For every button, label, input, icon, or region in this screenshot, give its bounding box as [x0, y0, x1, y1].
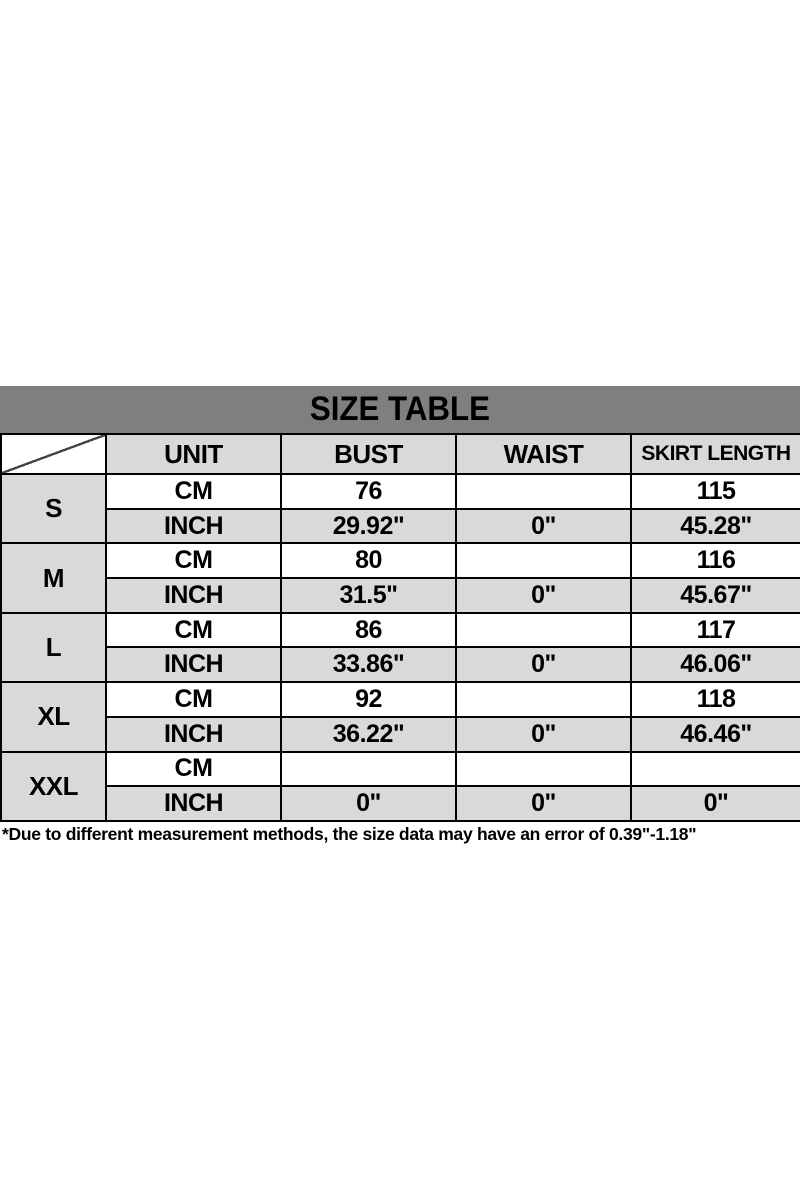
column-header-unit: UNIT — [105, 433, 282, 475]
unit-cell-inch: INCH — [105, 577, 282, 614]
skirt-length-inch-value: 45.67" — [630, 577, 800, 614]
skirt-length-cm-value: 118 — [630, 681, 800, 718]
bust-inch-value: 33.86" — [280, 646, 457, 684]
corner-diagonal-cell — [0, 433, 107, 475]
unit-cell-cm: CM — [105, 750, 282, 788]
skirt-length-inch-value: 0" — [630, 785, 800, 822]
measurement-footnote: *Due to different measurement methods, t… — [2, 823, 697, 844]
size-table-title-bar: SIZE TABLE — [0, 386, 800, 433]
table-row-m-inch: INCH 31.5" 0" 45.67" — [1, 577, 800, 614]
column-header-bust: BUST — [280, 433, 457, 475]
table-row-m-cm: M CM 80 116 — [0, 542, 800, 614]
bust-cm-value: 80 — [280, 542, 457, 580]
unit-cell-inch: INCH — [105, 785, 282, 822]
unit-cell-inch: INCH — [105, 507, 282, 545]
column-header-waist: WAIST — [455, 433, 632, 475]
waist-cm-value — [455, 611, 632, 649]
waist-cm-value — [455, 750, 632, 788]
size-chart: SIZE TABLE UNIT BUST WAIST SKIRT LENGTH … — [0, 386, 800, 845]
unit-cell-inch: INCH — [105, 715, 282, 753]
bust-inch-value: 0" — [280, 785, 457, 822]
header-row: UNIT BUST WAIST SKIRT LENGTH — [0, 433, 800, 475]
size-label-l: L — [0, 611, 107, 684]
skirt-length-cm-value — [630, 750, 800, 788]
unit-cell-cm: CM — [105, 473, 282, 510]
bust-inch-value: 31.5" — [280, 577, 457, 614]
skirt-length-cm-value: 115 — [630, 473, 800, 510]
waist-cm-value — [455, 542, 632, 580]
table-row-xxl-cm: XXL CM — [0, 750, 800, 822]
size-table-title: SIZE TABLE — [309, 390, 491, 428]
skirt-length-cm-value: 117 — [630, 611, 800, 649]
column-header-skirt-length: SKIRT LENGTH — [630, 433, 800, 475]
table-row-s-cm: S CM 76 115 — [0, 472, 800, 545]
waist-inch-value: 0" — [455, 646, 632, 684]
size-label-s: S — [0, 472, 107, 545]
table-row-l-inch: INCH 33.86" 0" 46.06" — [1, 646, 800, 684]
table-row-xxl-inch: INCH 0" 0" 0" — [1, 785, 800, 822]
skirt-length-cm-value: 116 — [630, 542, 800, 580]
waist-inch-value: 0" — [455, 715, 632, 753]
unit-cell-cm: CM — [105, 611, 282, 649]
bust-cm-value: 76 — [280, 473, 457, 510]
size-table: UNIT BUST WAIST SKIRT LENGTH S CM 76 115 INC… — [0, 433, 800, 822]
unit-cell-cm: CM — [105, 542, 282, 580]
bust-cm-value: 86 — [280, 611, 457, 649]
table-row-xl-inch: INCH 36.22" 0" 46.46" — [1, 715, 800, 753]
size-label-xxl: XXL — [0, 750, 107, 822]
waist-inch-value: 0" — [455, 785, 632, 822]
table-row-xl-cm: XL CM 92 118 — [0, 681, 800, 753]
waist-cm-value — [455, 681, 632, 718]
bust-cm-value: 92 — [280, 681, 457, 718]
skirt-length-inch-value: 46.06" — [630, 646, 800, 684]
unit-cell-inch: INCH — [105, 646, 282, 684]
unit-cell-cm: CM — [105, 681, 282, 718]
waist-inch-value: 0" — [455, 507, 632, 545]
bust-cm-value — [280, 750, 457, 788]
skirt-length-inch-value: 45.28" — [630, 507, 800, 545]
bust-inch-value: 36.22" — [280, 715, 457, 753]
size-label-m: M — [0, 542, 107, 614]
waist-inch-value: 0" — [455, 577, 632, 614]
bust-inch-value: 29.92" — [280, 507, 457, 545]
table-row-l-cm: L CM 86 117 — [0, 611, 800, 684]
skirt-length-inch-value: 46.46" — [630, 715, 800, 753]
size-label-xl: XL — [0, 681, 107, 753]
waist-cm-value — [455, 473, 632, 510]
table-row-s-inch: INCH 29.92" 0" 45.28" — [1, 507, 800, 545]
